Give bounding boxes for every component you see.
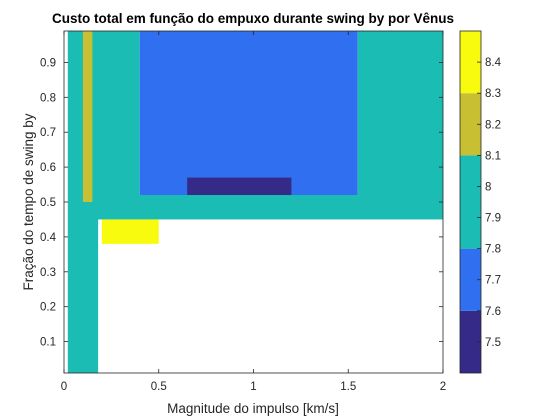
colorbar-tick-label: 7.6 [485,306,501,318]
colorbar-tick-label: 8.4 [485,57,502,69]
colorbar-ticks: 7.5 7.6 7.7 7.8 7.9 8 8.1 8.2 8.3 8.4 [477,57,502,349]
y-axis: 0.1 0.2 0.3 0.4 0.5 0.6 0.7 0.8 0.9 [40,57,443,349]
colorbar [460,31,481,373]
heatmap-layer [67,31,443,373]
colorbar-level-1 [460,248,481,311]
colorbar-tick-label: 8.2 [485,119,501,131]
x-tick-label: 1 [250,381,256,393]
y-axis-label: Fração do tempo de swing by [21,113,36,290]
heatmap-region-6 [92,195,443,220]
x-tick-label: 2 [440,381,446,393]
x-tick-label: 1.5 [340,381,356,393]
y-tick-label: 0.9 [40,57,56,69]
y-tick-label: 0.1 [40,337,56,349]
colorbar-level-2 [460,155,481,249]
colorbar-frame [459,30,482,374]
heatmap-region-3 [139,31,358,202]
heatmap-region-4 [357,31,443,196]
y-tick-label: 0.7 [40,127,56,139]
colorbar-tick-label: 7.9 [485,213,501,225]
colorbar-tick-label: 8.3 [485,88,501,100]
y-tick-label: 0.5 [40,197,56,209]
heatmap-region-2 [92,31,140,196]
heatmap-region-1 [82,31,93,202]
y-tick-label: 0.8 [40,92,56,104]
x-tick-label: 0.5 [151,381,167,393]
colorbar-tick-label: 7.7 [485,275,501,287]
colorbar-level-3 [460,93,481,156]
x-axis-label: Magnitude do impulso [km/s] [167,401,339,416]
x-tick-label: 0 [61,381,67,393]
colorbar-level-0 [460,310,481,373]
colorbar-level-4 [460,31,481,94]
colorbar-tick-label: 8.1 [485,150,501,162]
heatmap-region-7 [101,219,159,244]
colorbar-tick-label: 8 [485,181,491,193]
y-tick-label: 0.4 [40,232,57,244]
chart-title: Custo total em função do empuxo durante … [52,11,454,26]
y-tick-label: 0.2 [40,302,56,314]
y-tick-label: 0.6 [40,162,56,174]
y-tick-label: 0.3 [40,267,56,279]
colorbar-tick-label: 7.8 [485,244,501,256]
colorbar-tick-label: 7.5 [485,337,501,349]
x-axis: 0 0.5 1 1.5 2 [61,31,446,393]
